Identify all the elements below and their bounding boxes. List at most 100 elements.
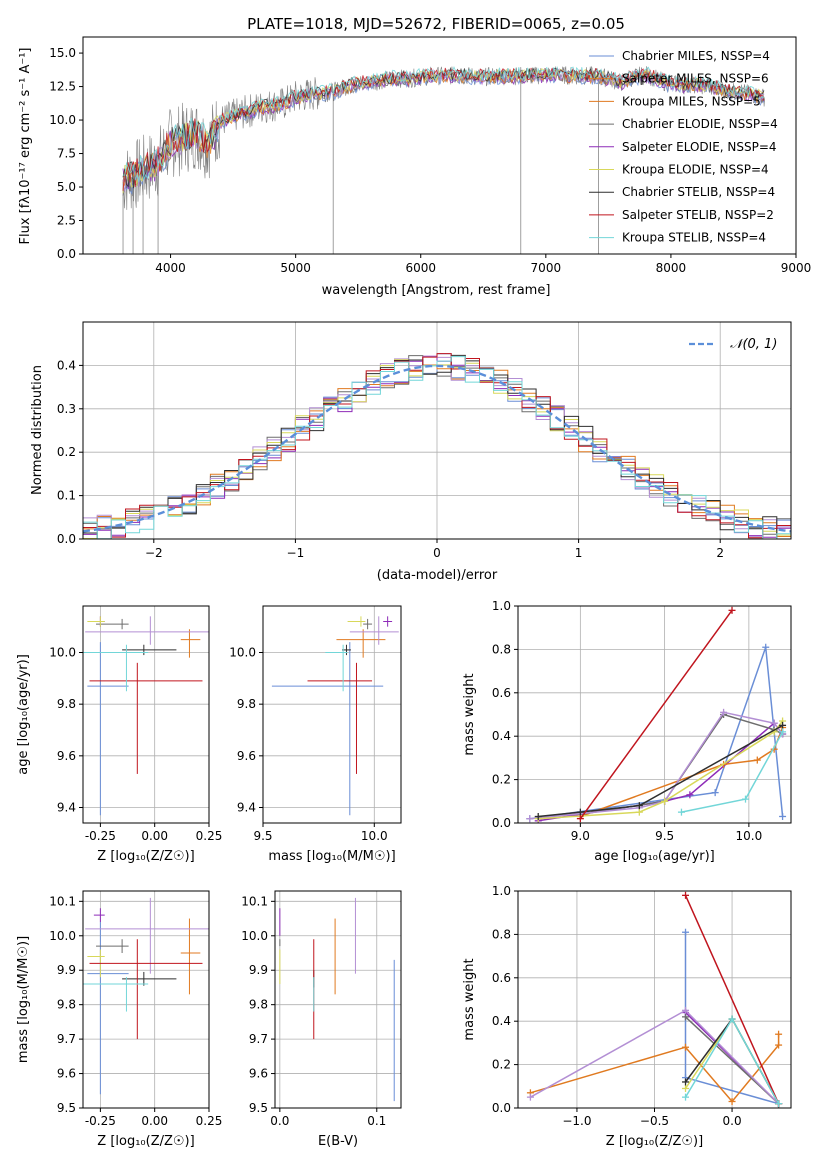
y-tick-label: 0.0 <box>57 532 76 546</box>
y-tick-label: 9.6 <box>237 749 256 763</box>
mass-weight-line <box>684 1016 780 1105</box>
x-axis-label: age [log₁₀(age/yr)] <box>594 849 715 864</box>
mass-weight-line <box>538 720 784 820</box>
y-axis-label: mass weight <box>462 958 477 1040</box>
parameter-panels: -0.25 0.00 0.25 9.4 9.6 9.8 10.0 Z [log₁₀(Z/Z☉)… <box>16 599 792 1149</box>
x-axis-label: E(B-V) <box>318 1134 358 1149</box>
y-tick-label: 9.8 <box>249 998 268 1012</box>
y-tick-label: 0.1 <box>57 489 76 503</box>
y-tick-label: 10.0 <box>49 646 76 660</box>
y-tick-label: 9.8 <box>237 697 256 711</box>
panel-4: 9.0 9.5 10.0 0.0 0.2 0.4 0.6 0.8 1.0 age [log₁₀(a… <box>462 599 792 864</box>
spectrum-title: PLATE=1018, MJD=52672, FIBERID=0065, z=0… <box>247 15 625 33</box>
y-tick-label: 9.9 <box>249 963 268 977</box>
y-tick-label: 0.0 <box>492 1101 511 1115</box>
residual-panel: −2 −1 0 1 2 0.0 0.1 0.2 0.3 0.4 (data-model)/erro… <box>30 321 792 583</box>
y-tick-label: 10.0 <box>49 929 76 943</box>
axes-frame <box>82 605 210 824</box>
x-tick-label: 10.0 <box>736 829 763 843</box>
mass-weight-line <box>580 713 783 816</box>
y-tick-label: 0.2 <box>492 773 511 787</box>
panel-marks <box>526 891 783 1108</box>
x-axis-label: Z [log₁₀(Z/Z☉)] <box>97 849 194 864</box>
y-tick-label: 0.6 <box>492 971 511 985</box>
panel-marks <box>279 897 395 1102</box>
x-tick-label: −1.0 <box>562 1114 591 1128</box>
x-tick-label: 6000 <box>405 261 436 275</box>
spectrum-xlabel: wavelength [Angstrom, rest frame] <box>322 283 551 298</box>
y-tick-label: 0.6 <box>492 686 511 700</box>
spectrum-ylabel: Flux [fλ10⁻¹⁷ erg cm⁻² s⁻¹ A⁻¹] <box>18 48 33 245</box>
residual-xlabel: (data-model)/error <box>377 568 498 583</box>
spectrum-panel: PLATE=1018, MJD=52672, FIBERID=0065, z=0… <box>18 15 811 298</box>
panel-6: 0.0 0.1 9.5 9.6 9.7 9.8 9.9 10.0 10.1 E(B-V) <box>241 890 402 1149</box>
y-tick-label: 0.8 <box>492 927 511 941</box>
spectrum-plot: 4000 5000 6000 7000 8000 9000 0.0 2.5 5.0 7.5 10.0… <box>49 46 811 275</box>
y-tick-label: 9.6 <box>249 1067 268 1081</box>
x-tick-label: 0.00 <box>141 829 168 843</box>
x-tick-label: 9.0 <box>571 829 590 843</box>
y-tick-label: 0.4 <box>492 1014 511 1028</box>
legend-label: Chabrier STELIB, NSSP=4 <box>622 185 775 199</box>
y-tick-label: 5.0 <box>57 180 76 194</box>
residual-histogram-step <box>83 353 791 539</box>
x-tick-label: 1 <box>575 546 583 560</box>
panel-marks <box>271 616 399 816</box>
y-tick-label: 12.5 <box>49 80 76 94</box>
mass-weight-line <box>538 724 783 818</box>
y-tick-label: 9.6 <box>57 749 76 763</box>
residual-legend: 𝒩(0, 1) <box>689 337 777 352</box>
y-axis-label: mass [log₁₀(M/M☉)] <box>16 936 31 1063</box>
y-tick-label: 9.4 <box>237 801 256 815</box>
gaussian-curve <box>83 364 791 533</box>
y-tick-label: 10.0 <box>229 646 256 660</box>
panel-marks <box>526 606 787 823</box>
y-tick-label: 9.8 <box>57 697 76 711</box>
x-tick-label: −2 <box>145 546 163 560</box>
y-tick-label: 10.0 <box>241 929 268 943</box>
y-tick-label: 9.4 <box>57 801 76 815</box>
x-tick-label: 5000 <box>280 261 311 275</box>
y-tick-label: 0.0 <box>57 247 76 261</box>
y-tick-label: 0.4 <box>57 358 76 372</box>
x-tick-label: −1 <box>287 546 305 560</box>
axes-frame <box>517 605 792 824</box>
y-tick-label: 10.0 <box>49 113 76 127</box>
y-tick-label: 9.7 <box>249 1032 268 1046</box>
gaussian-legend-label: 𝒩(0, 1) <box>730 337 777 352</box>
legend-label: Kroupa STELIB, NSSP=4 <box>622 231 766 245</box>
model-spectrum-line <box>122 67 765 191</box>
y-tick-label: 9.6 <box>57 1067 76 1081</box>
x-tick-label: 9.5 <box>655 829 674 843</box>
x-axis-label: Z [log₁₀(Z/Z☉)] <box>97 1134 194 1149</box>
mass-weight-line <box>529 646 784 820</box>
spectrum-traces <box>122 65 765 254</box>
x-tick-label: 2 <box>716 546 724 560</box>
x-tick-label: -0.25 <box>85 1114 116 1128</box>
x-tick-label: 8000 <box>656 261 687 275</box>
model-spectrum-line <box>122 65 765 183</box>
mass-weight-line <box>579 609 733 820</box>
legend-label: Salpeter MILES, NSSP=6 <box>622 72 769 86</box>
legend-label: Chabrier MILES, NSSP=4 <box>622 49 770 63</box>
y-tick-label: 15.0 <box>49 46 76 60</box>
y-tick-label: 7.5 <box>57 147 76 161</box>
x-axis-label: Z [log₁₀(Z/Z☉)] <box>606 1134 703 1149</box>
y-tick-label: 0.3 <box>57 402 76 416</box>
x-tick-label: 0.25 <box>196 1114 223 1128</box>
x-tick-label: −0.5 <box>640 1114 669 1128</box>
x-tick-label: 0 <box>433 546 441 560</box>
panel-3: 9.5 10.0 9.4 9.6 9.8 10.0 mass [log₁₀(M/M☉)] <box>229 605 402 864</box>
y-tick-label: 0.4 <box>492 729 511 743</box>
y-tick-label: 9.7 <box>57 1032 76 1046</box>
axes-frame <box>262 605 402 824</box>
y-axis-label: mass weight <box>462 673 477 755</box>
y-tick-label: 1.0 <box>492 884 511 898</box>
y-tick-label: 1.0 <box>492 599 511 613</box>
x-tick-label: -0.25 <box>85 829 116 843</box>
y-tick-label: 0.8 <box>492 642 511 656</box>
x-axis-label: mass [log₁₀(M/M☉)] <box>268 849 395 864</box>
x-tick-label: 0.0 <box>723 1114 742 1128</box>
x-tick-label: 4000 <box>155 261 186 275</box>
